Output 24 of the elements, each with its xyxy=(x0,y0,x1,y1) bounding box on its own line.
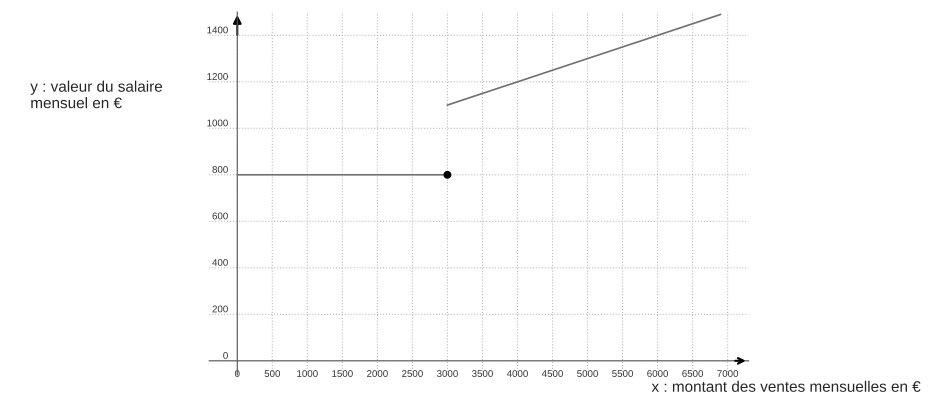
y-tick-label: 0 xyxy=(223,352,228,359)
y-tick-label: 600 xyxy=(212,212,228,220)
x-tick-label: 2500 xyxy=(402,370,423,378)
x-axis-title: x : montant des ventes mensuelles en € xyxy=(652,380,921,392)
x-tick-label: 5500 xyxy=(612,370,633,378)
x-tick-label: 5000 xyxy=(577,370,598,378)
y-tick-label: 400 xyxy=(212,259,228,266)
x-tick-label: 6000 xyxy=(647,370,668,378)
x-tick-label: 6500 xyxy=(682,370,704,378)
y-tick-label: 1000 xyxy=(207,120,228,126)
y-tick-label: 200 xyxy=(212,306,228,312)
x-tick-label: 7000 xyxy=(717,370,738,378)
x-tick-label: 4000 xyxy=(506,370,528,378)
y-axis-title: y : valeur du salaire mensuel en € xyxy=(30,80,162,108)
x-tick-label: 4500 xyxy=(542,370,563,378)
x-tick-label: 3500 xyxy=(472,370,493,378)
x-tick-label: 500 xyxy=(264,370,280,378)
x-tick-label: 2000 xyxy=(367,370,388,378)
y-tick-label: 800 xyxy=(212,166,228,173)
x-tick-label: 1000 xyxy=(297,370,318,378)
y-tick-label: 1400 xyxy=(207,26,228,34)
x-tick-label: 1500 xyxy=(332,370,353,378)
y-tick-label: 1200 xyxy=(207,73,228,80)
x-tick-label: 3000 xyxy=(436,370,458,378)
